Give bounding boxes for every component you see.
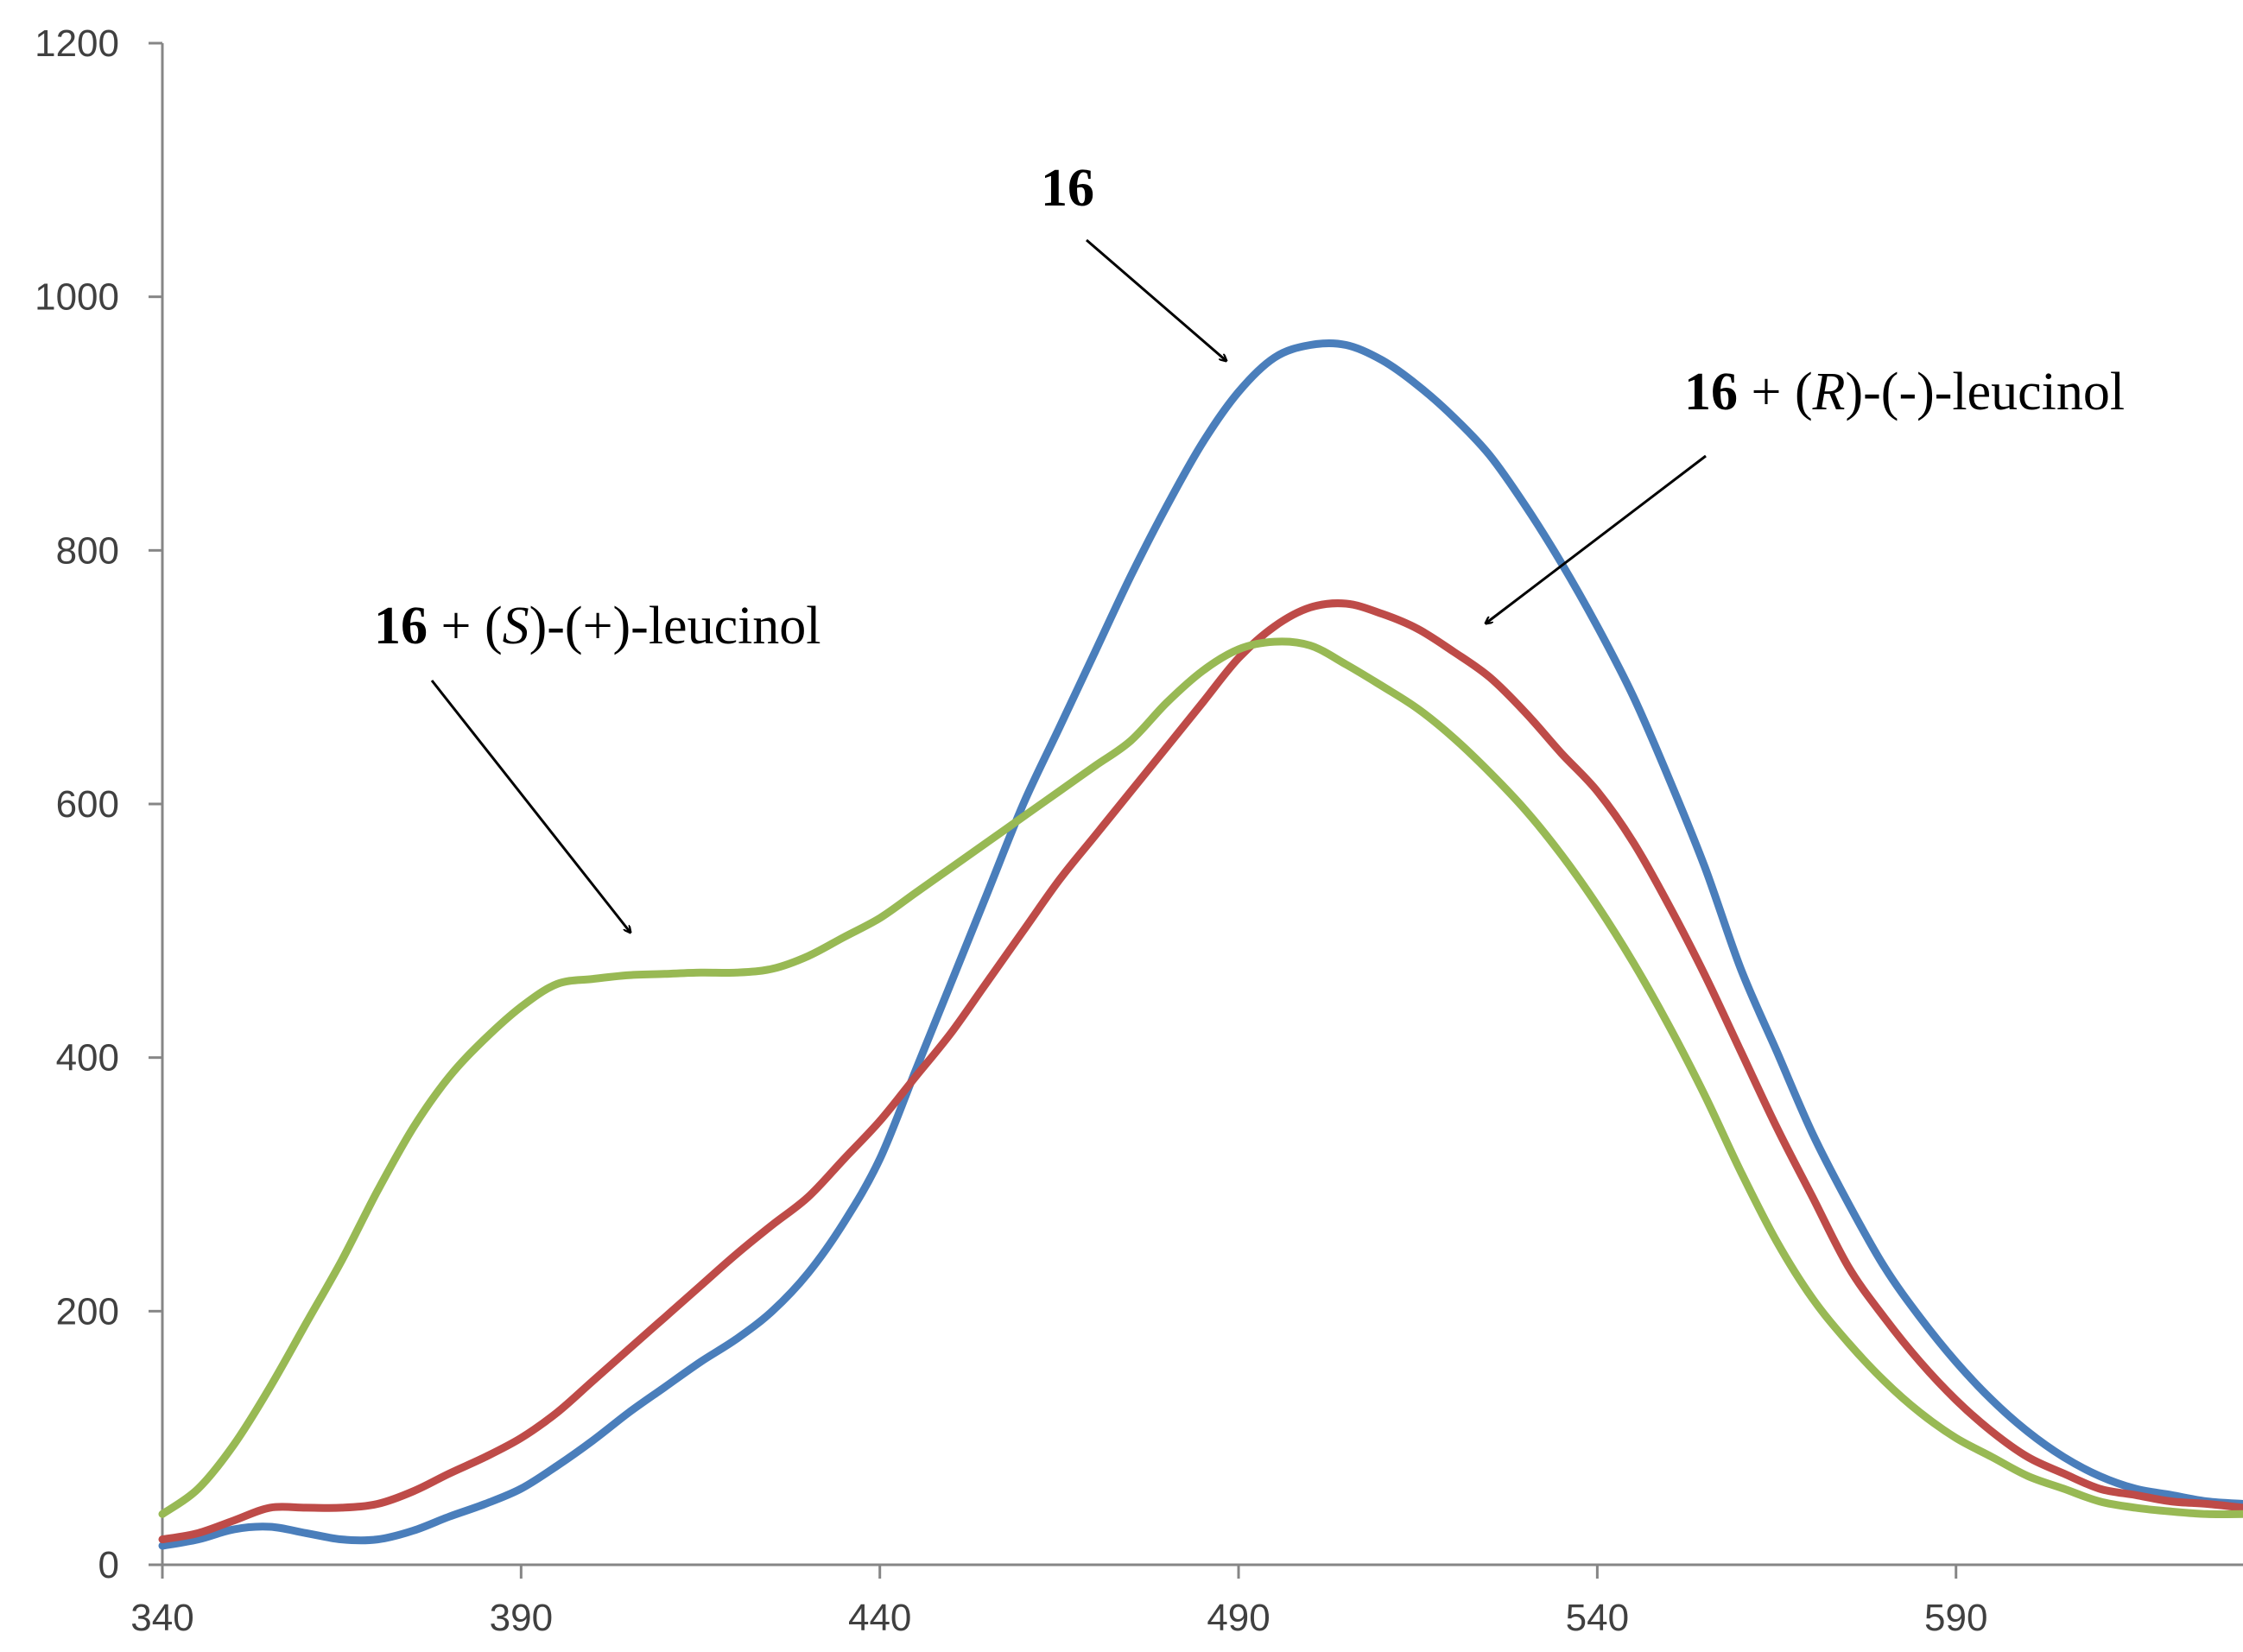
annotation-r-leucinol: 16 + (R)-(-)-leucinol — [1684, 363, 2125, 421]
arrow-16 — [1086, 238, 1226, 361]
series-r-leucinol-line — [158, 599, 2243, 1544]
x-tick-label: 540 — [1566, 1597, 1629, 1639]
x-tick-label: 390 — [490, 1597, 553, 1639]
y-tick-label: 800 — [56, 529, 119, 572]
x-tick-label: 490 — [1207, 1597, 1270, 1639]
y-tick-label: 0 — [98, 1544, 119, 1586]
annotation-16: 16 — [1041, 159, 1094, 218]
series-layer — [158, 339, 2243, 1550]
arrow-s-leucinol — [430, 680, 630, 933]
series-s-leucinol-line — [158, 637, 2243, 1519]
x-tick-label: 340 — [130, 1597, 193, 1639]
y-tick-label: 600 — [56, 783, 119, 826]
y-tick-label: 1000 — [35, 276, 119, 319]
x-tick-label: 590 — [1924, 1597, 1987, 1639]
y-tick-label: 400 — [56, 1037, 119, 1079]
series-16-line — [158, 339, 2243, 1550]
annotation-s-leucinol: 16 + (S)-(+)-leucinol — [374, 597, 821, 655]
x-axis: 340 390 440 490 540 590 — [130, 1563, 2243, 1639]
annotations: 16 16 + (R)-(-)-leucinol 16 + (S)-(+)-le… — [374, 159, 2125, 933]
y-tick-label: 200 — [56, 1290, 119, 1332]
x-tick-label: 440 — [848, 1597, 911, 1639]
arrow-r-leucinol — [1486, 454, 1707, 623]
y-tick-label: 1200 — [35, 22, 119, 65]
y-axis: 0 200 400 600 800 1000 1200 — [35, 22, 164, 1586]
